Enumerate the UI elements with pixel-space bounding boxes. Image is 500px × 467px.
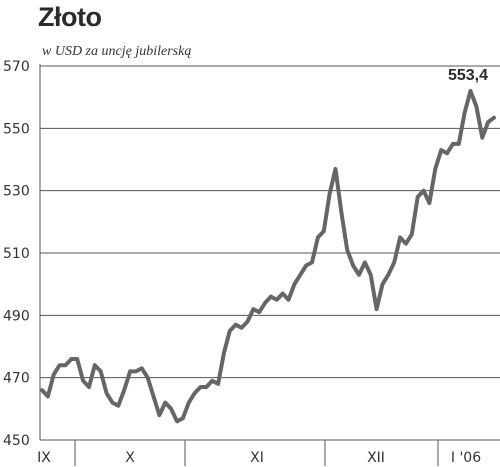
y-tick-label-510: 510 xyxy=(3,246,30,262)
x-month-label-4: I '06 xyxy=(451,450,481,466)
chart-title: Złoto xyxy=(38,2,102,32)
y-tick-label-490: 490 xyxy=(3,308,30,324)
y-tick-label-550: 550 xyxy=(3,121,30,137)
x-month-label-3: XII xyxy=(367,450,385,466)
y-tick-label-530: 530 xyxy=(3,184,30,200)
y-tick-label-450: 450 xyxy=(3,433,30,449)
y-tick-label-470: 470 xyxy=(3,371,30,387)
x-month-label-2: XI xyxy=(250,450,264,466)
x-month-label-1: X xyxy=(125,450,135,466)
y-tick-label-570: 570 xyxy=(3,59,30,75)
chart-subtitle: w USD za uncję jubilerską xyxy=(42,44,192,59)
series-line xyxy=(40,88,496,424)
last-value-annotation: 553,4 xyxy=(448,67,488,84)
x-month-label-0: IX xyxy=(37,450,51,466)
